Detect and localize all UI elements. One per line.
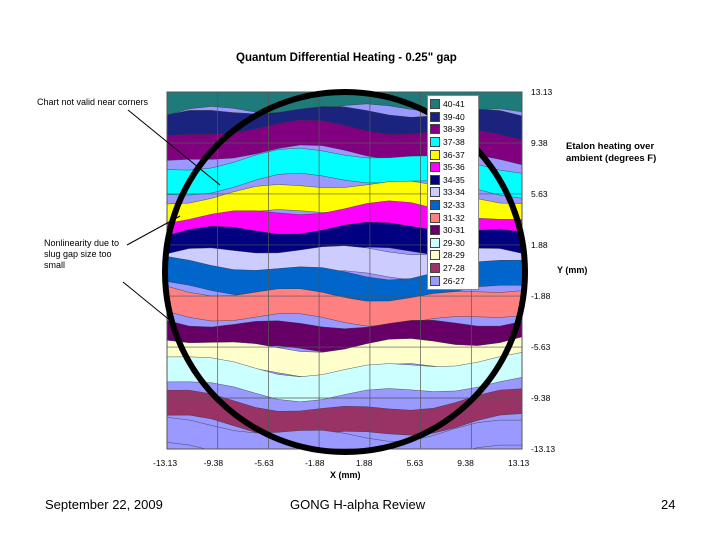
legend-swatch bbox=[430, 200, 440, 211]
legend-label: 36-37 bbox=[443, 149, 465, 160]
legend-label: 38-39 bbox=[443, 124, 465, 135]
legend-label: 32-33 bbox=[443, 200, 465, 211]
x-axis-label: X (mm) bbox=[330, 470, 361, 480]
legend-label: 31-32 bbox=[443, 212, 465, 223]
legend-label: 33-34 bbox=[443, 187, 465, 198]
legend-label: 28-29 bbox=[443, 250, 465, 261]
legend-item: 29-30 bbox=[430, 237, 476, 250]
nonlinearity-pointer-line-2 bbox=[122, 281, 173, 323]
legend-label: 26-27 bbox=[443, 275, 465, 286]
legend-label: 35-36 bbox=[443, 162, 465, 173]
legend-item: 26-27 bbox=[430, 274, 476, 287]
legend-label: 37-38 bbox=[443, 137, 465, 148]
y-tick-label: 5.63 bbox=[531, 188, 548, 199]
legend-swatch bbox=[430, 263, 440, 274]
legend-item: 36-37 bbox=[430, 148, 476, 161]
legend-swatch bbox=[430, 149, 440, 160]
legend-swatch bbox=[430, 99, 440, 110]
legend-label: 27-28 bbox=[443, 263, 465, 274]
legend-swatch bbox=[430, 212, 440, 223]
x-tick-label: 13.13 bbox=[508, 458, 530, 468]
legend-item: 33-34 bbox=[430, 186, 476, 199]
legend-item: 30-31 bbox=[430, 224, 476, 237]
band-26-27 bbox=[167, 417, 522, 449]
x-tick-label: -1.88 bbox=[305, 458, 325, 468]
legend-label: 29-30 bbox=[443, 237, 465, 248]
x-tick-label: 5.63 bbox=[406, 458, 424, 468]
legend-swatch bbox=[430, 174, 440, 185]
x-tick-label: 9.38 bbox=[457, 458, 474, 468]
footer-date: September 22, 2009 bbox=[45, 497, 163, 512]
heating-caption: Etalon heating over ambient (degrees F) bbox=[566, 141, 657, 164]
aperture-circle bbox=[162, 89, 528, 455]
x-tick-label: -5.63 bbox=[254, 458, 274, 468]
y-tick-label: 1.88 bbox=[531, 239, 548, 250]
legend-swatch bbox=[430, 137, 440, 148]
page-number: 24 bbox=[661, 497, 676, 512]
legend: 40-41 39-40 38-39 37-38 36-37 35-36 34-35 33-34… bbox=[427, 95, 479, 290]
y-tick-label: 9.38 bbox=[531, 137, 548, 148]
legend-swatch bbox=[430, 225, 440, 236]
legend-swatch bbox=[430, 124, 440, 135]
legend-swatch bbox=[430, 111, 440, 122]
legend-label: 30-31 bbox=[443, 225, 465, 236]
chart-title: Quantum Differential Heating - 0.25" gap bbox=[236, 52, 457, 64]
y-tick-label: -9.38 bbox=[531, 393, 551, 404]
legend-item: 32-33 bbox=[430, 199, 476, 212]
legend-swatch bbox=[430, 162, 440, 173]
legend-swatch bbox=[430, 250, 440, 261]
x-tick-label: -9.38 bbox=[203, 458, 224, 468]
y-axis-label: Y (mm) bbox=[557, 265, 588, 275]
legend-item: 35-36 bbox=[430, 161, 476, 174]
y-tick-label: -13.13 bbox=[531, 444, 556, 454]
legend-item: 40-41 bbox=[430, 98, 476, 111]
legend-swatch bbox=[430, 237, 440, 248]
legend-swatch bbox=[430, 275, 440, 286]
legend-label: 34-35 bbox=[443, 174, 465, 185]
legend-item: 28-29 bbox=[430, 249, 476, 262]
corners-pointer-line bbox=[127, 109, 221, 186]
nonlinearity-note: Nonlinearity due to slug gap size too sm… bbox=[44, 238, 120, 270]
y-tick-label: 13.13 bbox=[531, 87, 553, 97]
y-tick-label: -5.63 bbox=[531, 342, 551, 353]
x-tick-label: -13.13 bbox=[153, 458, 178, 468]
legend-item: 31-32 bbox=[430, 211, 476, 224]
x-tick-label: 1.88 bbox=[355, 458, 373, 468]
y-tick-label: -1.88 bbox=[531, 291, 551, 302]
legend-label: 39-40 bbox=[443, 111, 465, 122]
nonlinearity-pointer-line-1 bbox=[126, 215, 181, 246]
legend-item: 27-28 bbox=[430, 262, 476, 275]
legend-item: 39-40 bbox=[430, 111, 476, 124]
legend-swatch bbox=[430, 187, 440, 198]
legend-label: 40-41 bbox=[443, 99, 465, 110]
band-29-30 bbox=[167, 352, 522, 403]
corners-note: Chart not valid near corners bbox=[37, 97, 149, 107]
legend-item: 38-39 bbox=[430, 123, 476, 136]
legend-item: 37-38 bbox=[430, 136, 476, 149]
footer-title: GONG H-alpha Review bbox=[290, 497, 426, 512]
legend-item: 34-35 bbox=[430, 174, 476, 187]
